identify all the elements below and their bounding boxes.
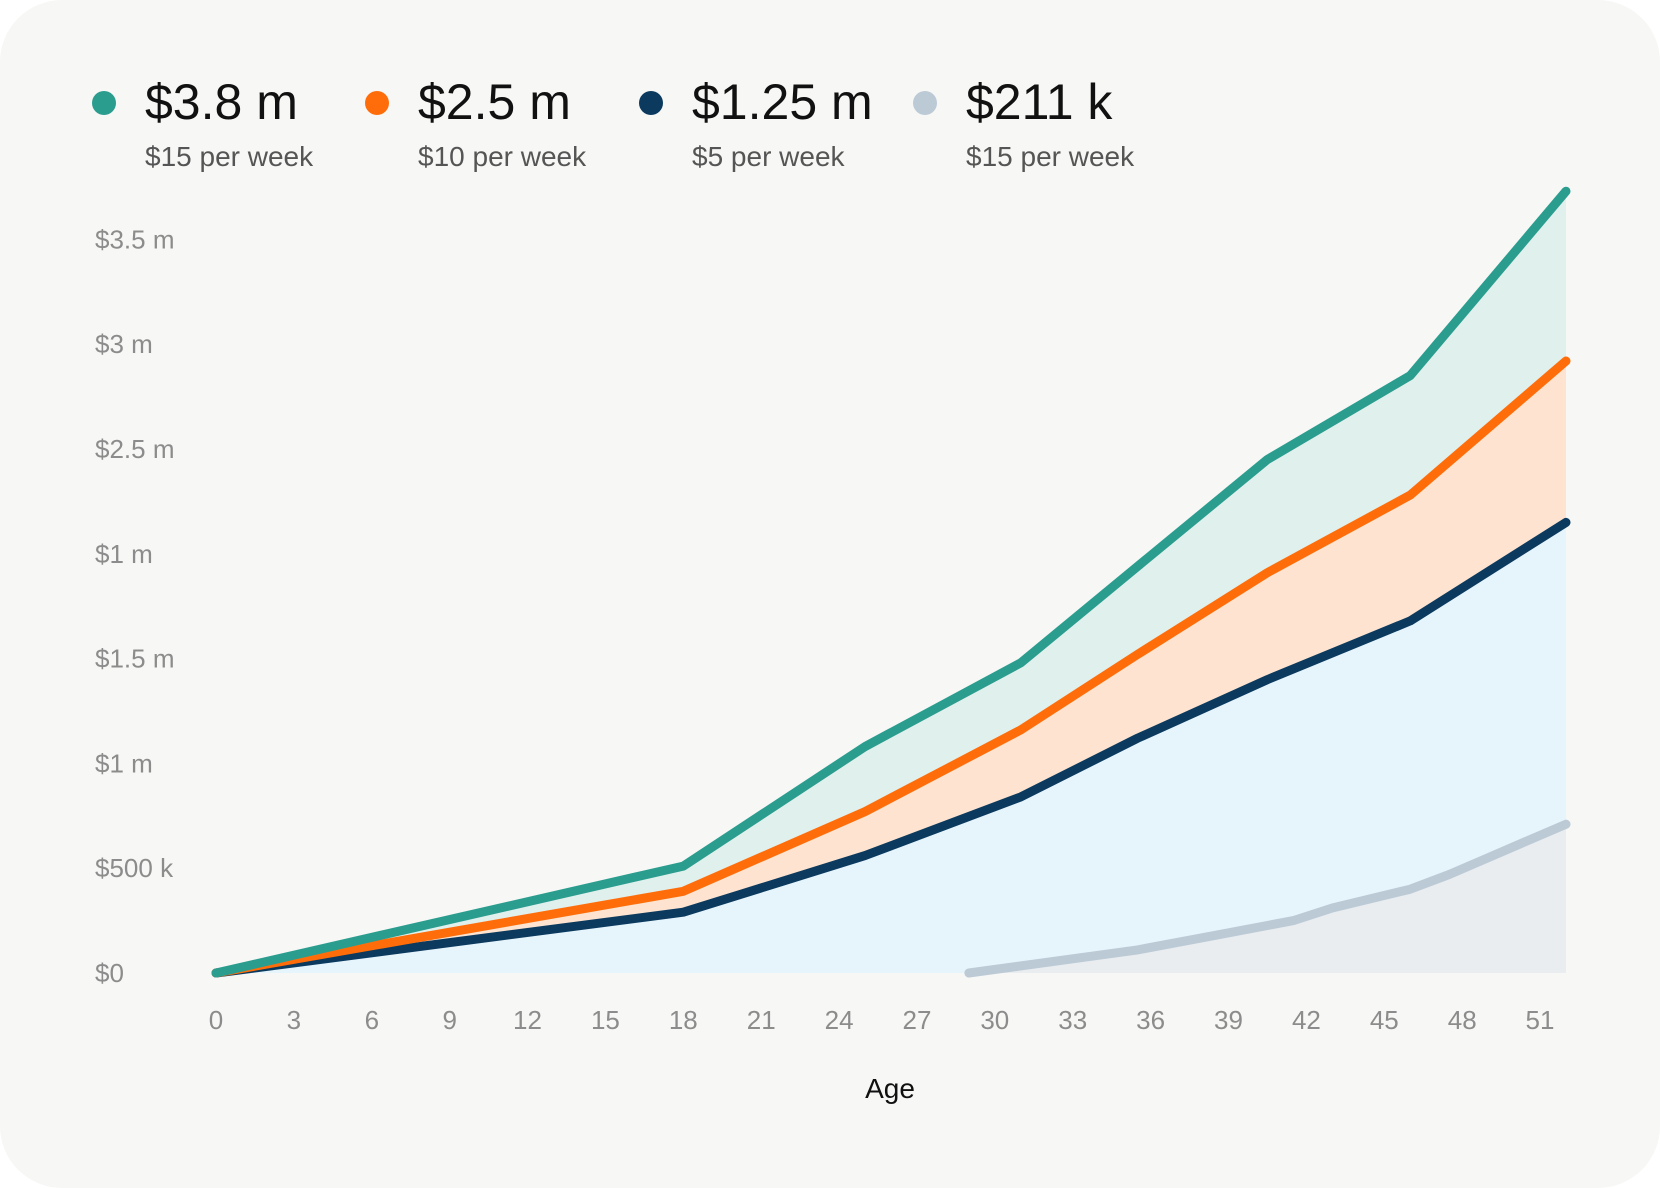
x-axis-label: Age xyxy=(865,1073,915,1104)
x-tick-label: 42 xyxy=(1292,1005,1321,1035)
legend-dot-grey xyxy=(913,91,937,115)
legend-subtitle: $5 per week xyxy=(692,141,845,172)
line-series-1 xyxy=(211,186,1571,978)
y-axis-ticks: $0 $500 k $1 m $1.5 m $1 m $2.5 m $3 m $3.5 m xyxy=(95,224,175,988)
legend-subtitle: $15 per week xyxy=(966,141,1135,172)
legend-subtitle: $10 per week xyxy=(418,141,587,172)
y-tick-label: $0 xyxy=(95,958,124,988)
x-tick-label: 12 xyxy=(513,1005,542,1035)
area-series-3 xyxy=(216,522,1566,973)
x-tick-label: 48 xyxy=(1448,1005,1477,1035)
y-tick-label: $3.5 m xyxy=(95,224,175,254)
x-tick-label: 36 xyxy=(1136,1005,1165,1035)
area-series-4 xyxy=(968,824,1566,973)
y-tick-label: $1 m xyxy=(95,539,153,569)
x-tick-label: 21 xyxy=(747,1005,776,1035)
x-axis-ticks: 0 3 6 9 12 15 18 21 24 27 30 33 36 39 42 45 48 51 xyxy=(209,1005,1555,1035)
areas-layer xyxy=(216,191,1566,973)
legend-subtitle: $15 per week xyxy=(145,141,314,172)
line-series-3 xyxy=(211,517,1571,978)
legend-dot-orange xyxy=(365,91,389,115)
y-tick-label: $2.5 m xyxy=(95,434,175,464)
x-tick-label: 39 xyxy=(1214,1005,1243,1035)
y-tick-label: $1.5 m xyxy=(95,644,175,674)
legend: $3.8 m $15 per week $2.5 m $10 per week … xyxy=(0,0,1660,190)
y-tick-label: $1 m xyxy=(95,748,153,778)
x-tick-label: 9 xyxy=(442,1005,456,1035)
x-tick-label: 3 xyxy=(287,1005,301,1035)
lines-layer xyxy=(211,186,1571,978)
x-tick-label: 30 xyxy=(980,1005,1009,1035)
legend-dot-navy xyxy=(639,91,663,115)
line-series-4 xyxy=(964,819,1571,978)
x-tick-label: 45 xyxy=(1370,1005,1399,1035)
y-tick-label: $3 m xyxy=(95,329,153,359)
x-tick-label: 0 xyxy=(209,1005,223,1035)
x-tick-label: 33 xyxy=(1058,1005,1087,1035)
x-tick-label: 24 xyxy=(825,1005,854,1035)
legend-value: $2.5 m xyxy=(418,74,571,130)
line-series-2 xyxy=(211,356,1571,978)
x-tick-label: 6 xyxy=(365,1005,379,1035)
legend-dot-teal xyxy=(92,91,116,115)
y-tick-label: $500 k xyxy=(95,853,174,883)
legend-value: $3.8 m xyxy=(145,74,298,130)
legend-value: $1.25 m xyxy=(692,74,873,130)
x-tick-label: 18 xyxy=(669,1005,698,1035)
legend-value: $211 k xyxy=(966,74,1113,130)
x-tick-label: 51 xyxy=(1526,1005,1555,1035)
x-tick-label: 27 xyxy=(903,1005,932,1035)
x-tick-label: 15 xyxy=(591,1005,620,1035)
